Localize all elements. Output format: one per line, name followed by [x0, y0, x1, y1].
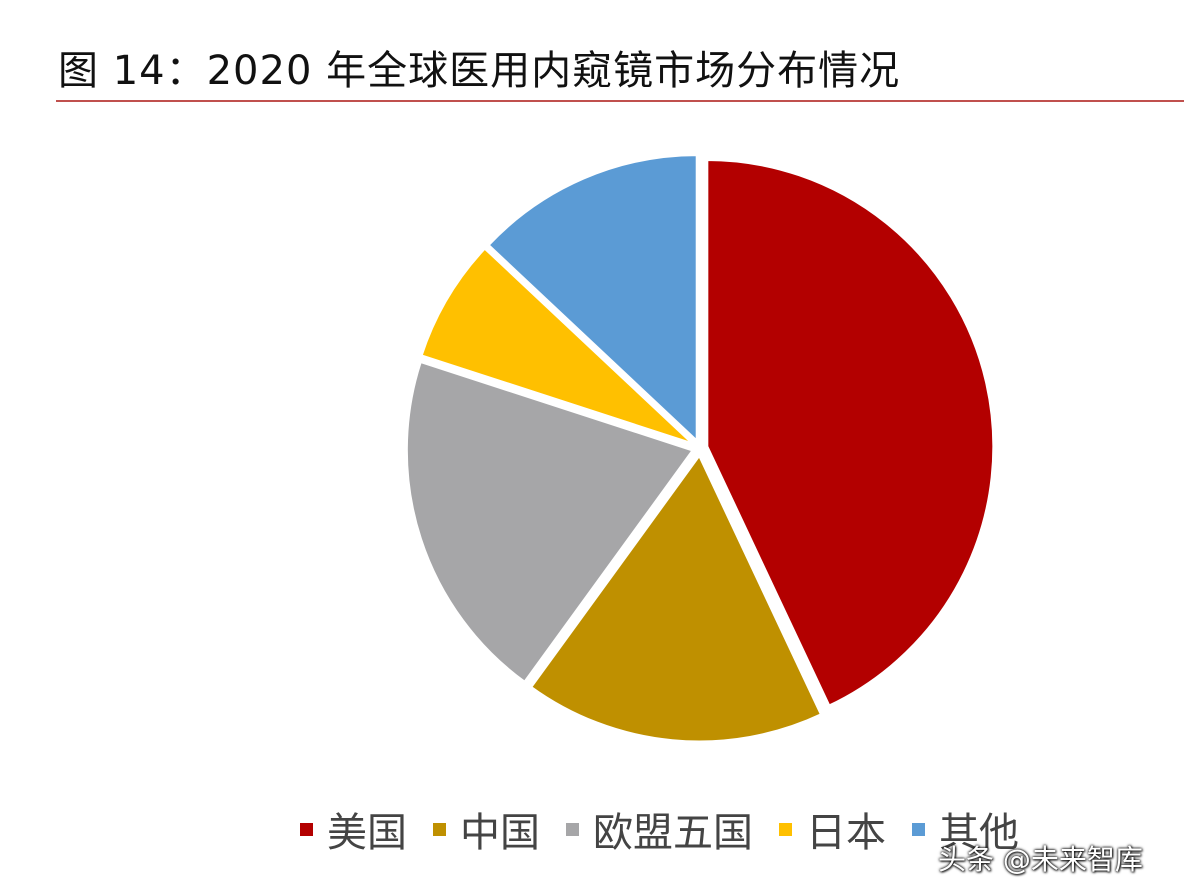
- pie-slice-4: [419, 245, 696, 446]
- legend-label: 中国: [460, 810, 540, 856]
- title-divider: [56, 100, 1184, 102]
- legend-swatch: [300, 822, 313, 836]
- legend-item: 其他: [912, 800, 1019, 858]
- legend-label: 日本: [806, 810, 886, 856]
- legend-label: 美国: [327, 810, 407, 856]
- legend-swatch: [433, 822, 446, 836]
- legend-swatch: [912, 822, 925, 836]
- chart-legend: 美国 中国 欧盟五国 日本 其他: [300, 800, 1045, 858]
- legend-swatch: [566, 822, 579, 836]
- pie-slice-3: [404, 359, 696, 685]
- legend-label: 其他: [939, 810, 1019, 856]
- pie-slice-5: [485, 153, 699, 446]
- legend-item: 日本: [779, 800, 886, 858]
- legend-label: 欧盟五国: [593, 810, 753, 856]
- legend-item: 欧盟五国: [566, 800, 753, 858]
- legend-item: 美国: [300, 800, 407, 858]
- pie-slice-1: [705, 157, 996, 709]
- legend-item: 中国: [433, 800, 540, 858]
- pie-slice-2: [528, 452, 824, 744]
- watermark: 头条 @未来智库: [938, 843, 1143, 876]
- legend-swatch: [779, 822, 792, 836]
- chart-title: 图 14：2020 年全球医用内窥镜市场分布情况: [58, 48, 901, 94]
